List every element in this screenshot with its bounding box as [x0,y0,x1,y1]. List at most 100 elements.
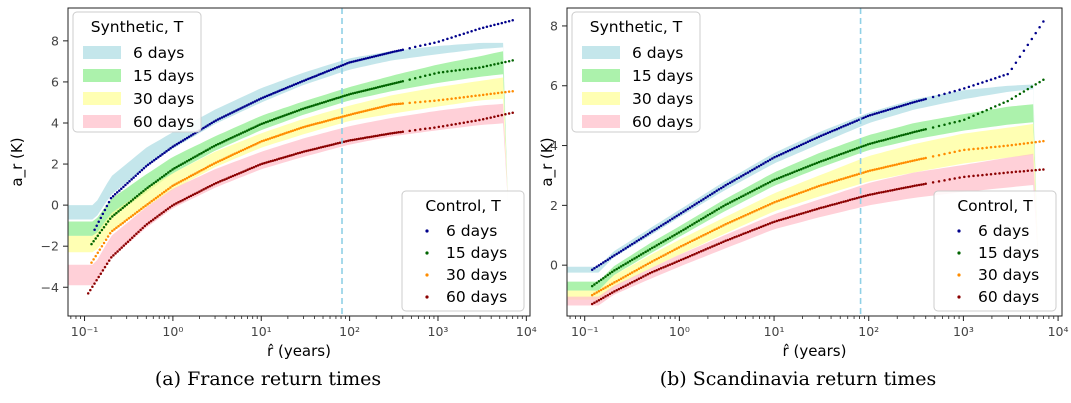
control-point-2-98 [293,128,297,132]
control-point-0-98 [808,139,812,143]
control-point-3-135 [891,188,894,192]
control-point-0-75 [247,103,250,106]
control-point-2-13 [117,224,120,228]
control-point-2-116 [331,118,334,121]
control-point-3-92 [279,156,283,160]
control-point-3-149 [922,182,925,186]
control-point-3-119 [855,196,859,200]
control-point-0-39 [173,144,176,147]
control-point-2-169 [485,93,489,96]
control-point-1-176 [1042,78,1045,82]
control-point-3-117 [851,198,854,201]
control-point-0-83 [263,95,267,98]
control-point-1-43 [179,163,183,167]
control-point-0-108 [831,129,834,133]
control-point-0-168 [1010,67,1014,71]
control-point-3-99 [294,152,298,156]
control-point-2-170 [1018,142,1022,146]
control-point-3-126 [351,138,354,142]
control-point-3-118 [853,197,856,200]
control-point-0-57 [210,121,213,125]
control-point-1-13 [117,210,120,213]
synthetic-band-1 [567,104,1039,291]
control-point-0-53 [708,193,712,197]
control-point-3-80 [768,222,772,225]
control-point-1-31 [659,241,663,245]
control-point-1-67 [739,195,743,199]
control-point-2-107 [312,123,315,126]
control-point-0-97 [806,140,810,144]
control-point-1-25 [142,189,145,193]
control-point-0-140 [381,53,384,56]
control-point-3-133 [886,189,890,193]
control-point-1-142 [384,84,388,87]
control-point-3-75 [244,169,247,172]
control-point-3-155 [428,126,432,130]
control-point-0-92 [795,145,799,149]
control-point-3-81 [256,164,260,167]
control-point-3-70 [746,230,750,234]
control-point-0-60 [216,118,220,121]
control-point-2-84 [777,199,781,202]
control-point-2-12 [617,278,621,282]
control-point-0-59 [214,119,218,122]
control-point-0-69 [235,109,238,112]
control-point-3-102 [817,207,821,210]
control-point-3-13 [619,286,623,290]
control-point-1-32 [662,240,665,243]
legend-synthetic-label: 15 days [632,67,693,85]
control-point-2-45 [691,239,694,243]
control-point-2-53 [200,169,203,172]
control-point-2-139 [378,106,382,109]
control-point-0-12 [617,251,621,254]
control-point-0-25 [144,165,148,168]
control-point-3-19 [633,279,636,283]
control-point-1-141 [382,84,386,88]
control-point-3-56 [204,187,207,190]
legend-control-label: 15 days [978,244,1039,262]
control-point-1-68 [231,136,234,139]
control-point-3-164 [994,172,997,176]
control-point-1-81 [771,179,774,183]
control-point-0-26 [146,163,150,167]
control-point-1-69 [744,193,747,196]
control-point-3-46 [693,252,696,256]
control-point-2-150 [924,156,927,160]
control-point-1-126 [871,141,874,145]
control-point-3-165 [998,172,1001,175]
control-point-2-83 [262,139,266,142]
control-point-2-32 [156,195,160,198]
control-point-3-16 [120,246,123,249]
control-point-0-102 [817,135,821,138]
control-point-1-164 [466,67,469,71]
control-point-0-8 [608,257,612,260]
control-point-0-42 [179,140,183,143]
x-tick-label: 10⁰ [162,324,183,339]
control-point-2-2 [595,291,598,294]
control-point-3-163 [989,172,993,176]
control-point-3-107 [828,204,832,207]
control-point-1-65 [225,139,228,142]
control-point-2-138 [376,106,380,110]
control-point-3-120 [857,196,861,199]
control-point-1-115 [328,99,332,102]
control-point-0-87 [784,150,787,154]
control-point-2-97 [291,129,295,132]
control-point-2-166 [1002,144,1005,148]
control-point-2-108 [831,180,834,184]
control-point-0-85 [779,152,783,156]
control-point-0-84 [265,94,269,98]
control-point-0-102 [302,79,306,82]
control-point-3-35 [668,263,672,266]
control-point-2-29 [150,199,153,203]
control-point-3-84 [777,219,781,222]
control-point-3-110 [317,146,321,150]
y-tick-label: 6 [550,78,558,93]
control-point-3-22 [639,276,643,279]
control-point-2-37 [673,248,676,252]
control-point-2-130 [880,166,883,170]
legend-control-marker [425,295,429,299]
control-point-0-49 [699,199,703,202]
control-point-2-25 [646,262,650,266]
control-point-0-55 [206,124,209,127]
